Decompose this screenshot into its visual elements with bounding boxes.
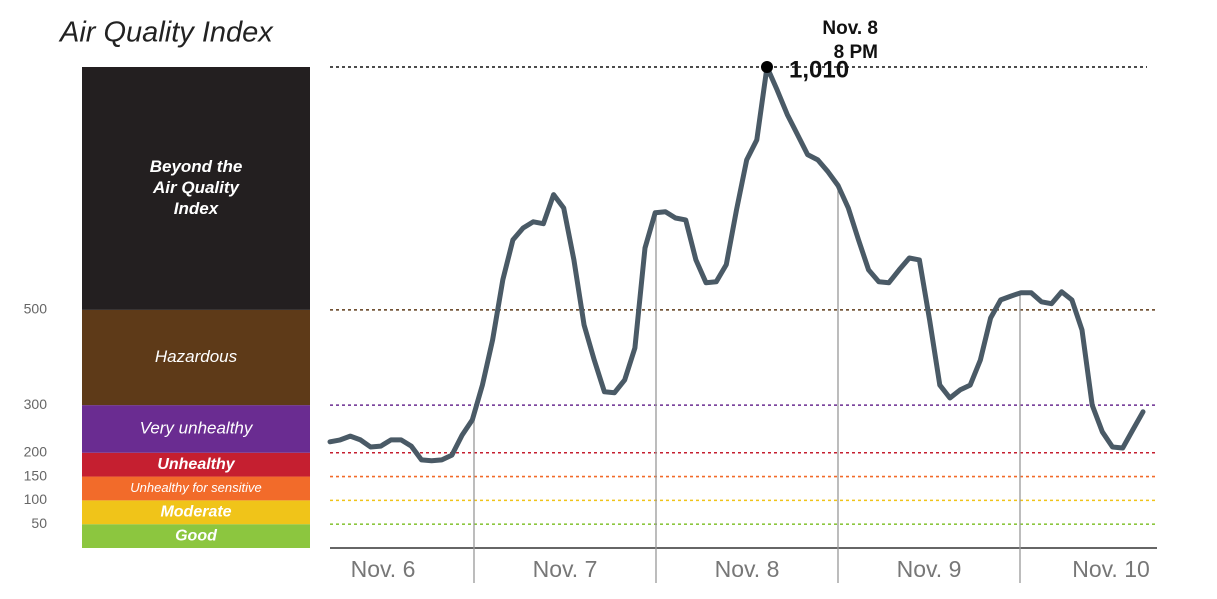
aqi-band [82, 309, 310, 406]
y-tick-label: 50 [31, 515, 47, 531]
aqi-band [82, 405, 310, 453]
y-tick-label: 100 [24, 491, 48, 507]
y-tick-label: 500 [24, 301, 48, 317]
aqi-band [82, 67, 310, 310]
aqi-line [327, 64, 1146, 464]
x-tick-label: Nov. 8 [715, 556, 780, 582]
peak-time: 8 PM [834, 42, 878, 63]
y-tick-label: 300 [24, 396, 48, 412]
aqi-band [82, 452, 310, 477]
aqi-band [82, 500, 310, 525]
x-tick-label: Nov. 10 [1072, 556, 1150, 582]
band-label: Index [174, 199, 220, 218]
peak-value: 1,010 [789, 56, 849, 83]
aqi-band [82, 476, 310, 501]
peak-date: Nov. 8 [822, 18, 878, 39]
band-label: Air Quality [152, 178, 241, 197]
band-label: Moderate [160, 504, 231, 521]
chart-title: Air Quality Index [58, 17, 274, 49]
band-label: Very unhealthy [140, 418, 254, 437]
band-label: Hazardous [155, 347, 238, 366]
aqi-band [82, 524, 310, 548]
peak-dot [760, 61, 773, 73]
band-label: Unhealthy [157, 456, 235, 473]
band-label: Beyond the [150, 157, 243, 176]
y-tick-label: 200 [24, 443, 48, 459]
band-label: Unhealthy for sensitive [130, 480, 262, 495]
y-tick-label: 150 [24, 467, 48, 483]
band-label: Good [175, 527, 218, 544]
x-tick-label: Nov. 6 [351, 556, 416, 582]
x-tick-label: Nov. 9 [897, 556, 962, 582]
x-tick-label: Nov. 7 [533, 556, 598, 582]
